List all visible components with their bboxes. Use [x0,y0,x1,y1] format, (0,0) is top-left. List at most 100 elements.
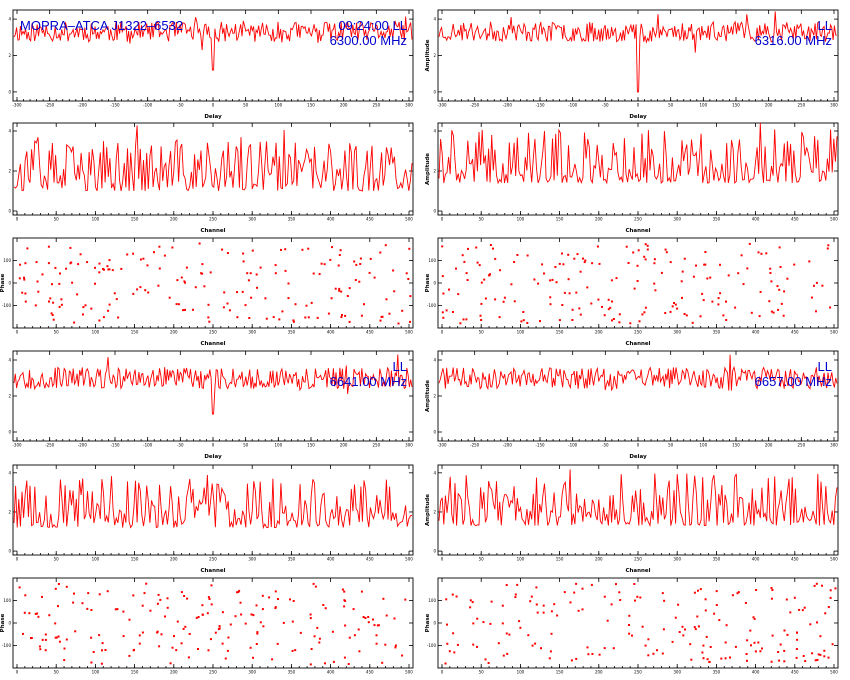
phase-point [702,299,705,302]
phase-point [795,648,798,650]
phase-point [34,612,37,615]
phase-point [132,292,135,295]
x-tick-label: -250 [45,103,55,108]
phase-point [719,292,722,295]
phase-point [51,314,54,316]
phase-point [783,629,786,632]
phase-point [168,296,171,299]
phase-point [522,319,525,322]
phase-point [765,252,768,255]
amplitude-trace [13,354,413,415]
phase-point [183,280,186,283]
phase-point [750,644,752,647]
phase-point [567,253,570,256]
phase-point [749,629,752,632]
phase-point [186,597,189,600]
phase-point [530,595,533,598]
x-tick-label: 0 [16,217,19,222]
phase-point [669,310,672,313]
phase-point [397,322,400,325]
y-tick-label: 0 [433,209,436,214]
phase-point [48,300,50,303]
phase-point [24,300,27,303]
y-tick-label: 0 [433,430,436,435]
y-tick-label: 2 [8,509,11,514]
phase-point [827,606,830,608]
phase-point [160,633,163,636]
phase-point [472,622,475,625]
plot-frame [437,9,839,102]
phase-point [70,261,73,264]
phase-point [451,311,454,313]
phase-point [274,272,277,275]
x-tick-label: -100 [143,443,153,448]
phase-point [44,638,47,641]
phase-point [82,313,84,316]
x-tick-label: 250 [634,670,642,675]
x-tick-label: 250 [209,217,217,222]
phase-point [316,316,319,319]
phase-point [149,609,152,612]
phase-point [65,585,68,588]
phase-point [122,610,125,613]
phase-point [77,263,80,266]
phase-point [310,301,313,304]
phase-point [203,285,206,288]
phase-point [777,651,780,653]
y-tick-label: 0 [8,89,11,94]
phase-point [777,308,780,311]
phase-point [324,607,327,610]
frequency-label: 6657.00 MHz [755,374,832,389]
y-tick-label: 100 [3,258,11,263]
phase-point [35,261,38,264]
y-tick-label: 4 [8,17,11,22]
phase-point [197,616,200,618]
phase-point [344,314,347,317]
phase-point [153,251,155,254]
phase-point [65,267,68,270]
phase-point [98,593,101,596]
phase-point [229,623,232,626]
phase-point [50,312,53,315]
phase-point [226,302,229,305]
phase-point [132,594,135,597]
y-axis-label: Phase [0,273,6,292]
phase-point [54,622,57,625]
phase-point [312,272,315,275]
phase-point [472,643,475,646]
phase-point [369,257,372,260]
phase-point [106,265,109,268]
phase-point [362,616,365,618]
x-tick-label: 200 [765,103,773,108]
y-tick-label: 100 [428,258,436,263]
x-tick-label: -150 [110,103,120,108]
phase-point [364,617,367,619]
phase-point [307,247,310,250]
phase-point [628,632,631,635]
phase-point [60,298,63,301]
phase-point [19,263,22,266]
phase-point [338,287,341,290]
phase-point [353,634,356,637]
phase-point [551,278,554,281]
y-tick-label: 0 [8,209,11,214]
phase-point [244,304,247,307]
phase-point [492,247,494,250]
phase-point [23,276,25,279]
phase-point [104,649,107,651]
phase-point [829,306,832,309]
phase-point [665,251,668,254]
phase-point [516,254,519,256]
phase-point [689,643,692,646]
phase-point [661,592,664,595]
phase-point [344,624,347,627]
x-tick-label: 300 [248,330,256,335]
x-tick-label: 350 [713,330,721,335]
phase-point [722,314,725,317]
y-tick-label: 4 [433,17,436,22]
phase-point [367,621,370,624]
phase-point [737,272,740,275]
plot-frame [437,237,839,329]
phase-point [823,649,826,652]
phase-point [748,242,751,245]
